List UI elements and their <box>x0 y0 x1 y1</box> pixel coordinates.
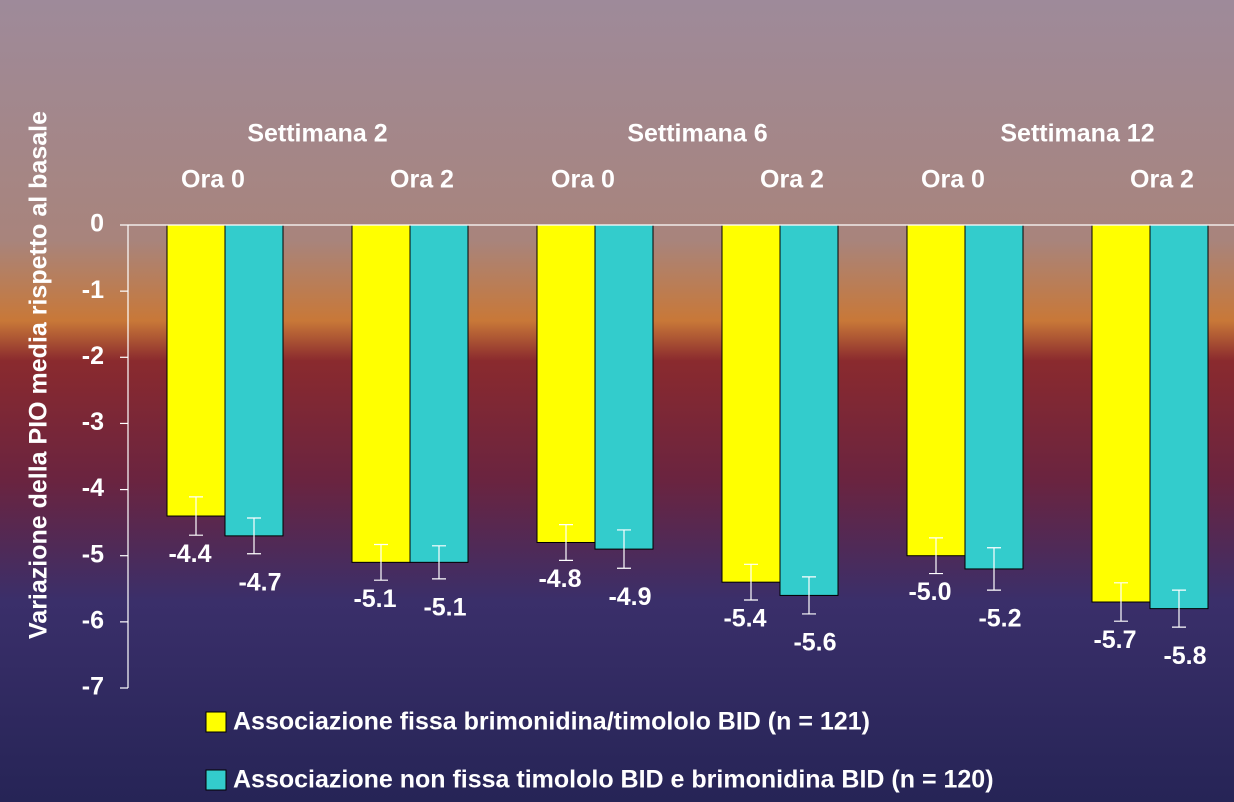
bar <box>779 224 839 596</box>
error-bar <box>617 529 631 569</box>
x-category-label: Ora 0 <box>551 166 615 194</box>
bar <box>166 224 226 517</box>
x-category-label: Ora 0 <box>921 166 985 194</box>
error-bar <box>987 547 1001 591</box>
data-label: -5.6 <box>793 629 836 657</box>
data-label: -5.2 <box>978 605 1021 633</box>
bar <box>721 224 781 583</box>
error-bar <box>247 517 261 555</box>
error-bar <box>1172 589 1186 628</box>
error-bar <box>929 537 943 575</box>
data-label: -4.7 <box>238 568 281 596</box>
bar <box>964 224 1024 570</box>
data-label: -5.8 <box>1163 642 1206 670</box>
bar <box>594 224 654 550</box>
bar <box>1091 224 1151 603</box>
bar <box>1149 224 1209 610</box>
data-label: -4.8 <box>538 565 581 593</box>
y-tick-label: -6 <box>82 606 104 634</box>
y-tick-label: -7 <box>82 673 104 701</box>
y-tick-label: -1 <box>82 276 104 304</box>
legend-swatch <box>205 769 227 791</box>
y-tick-label: -3 <box>82 408 104 436</box>
data-label: -5.4 <box>723 605 766 633</box>
error-bar <box>1114 582 1128 622</box>
group-label: Settimana 2 <box>247 120 387 148</box>
data-label: -5.1 <box>353 585 396 613</box>
legend-label: Associazione fissa brimonidina/timololo … <box>233 708 870 736</box>
data-label: -5.1 <box>423 593 466 621</box>
legend-swatch <box>205 711 227 733</box>
y-tick-label: -4 <box>82 474 104 502</box>
error-bar <box>374 543 388 581</box>
error-bar <box>744 563 758 601</box>
error-bar <box>432 545 446 580</box>
error-bar <box>189 496 203 536</box>
legend-label: Associazione non fissa timololo BID e br… <box>233 766 994 794</box>
x-category-label: Ora 2 <box>390 166 454 194</box>
x-category-label: Ora 2 <box>1130 166 1194 194</box>
error-bar <box>802 576 816 615</box>
y-tick-label: 0 <box>90 210 104 238</box>
bar <box>536 224 596 543</box>
x-category-label: Ora 2 <box>760 166 824 194</box>
y-tick-label: -2 <box>82 342 104 370</box>
y-axis-title: Variazione della PIO media rispetto al b… <box>25 111 53 639</box>
x-category-label: Ora 0 <box>181 166 245 194</box>
data-label: -5.0 <box>908 578 951 606</box>
data-label: -4.9 <box>608 583 651 611</box>
bar <box>351 224 411 563</box>
data-label: -5.7 <box>1093 626 1136 654</box>
error-bar <box>559 524 573 561</box>
bar <box>224 224 284 537</box>
data-label: -4.4 <box>168 540 211 568</box>
group-label: Settimana 6 <box>627 120 767 148</box>
bar <box>409 224 469 563</box>
group-label: Settimana 12 <box>1000 120 1154 148</box>
bar <box>906 224 966 557</box>
y-tick-label: -5 <box>82 540 104 568</box>
